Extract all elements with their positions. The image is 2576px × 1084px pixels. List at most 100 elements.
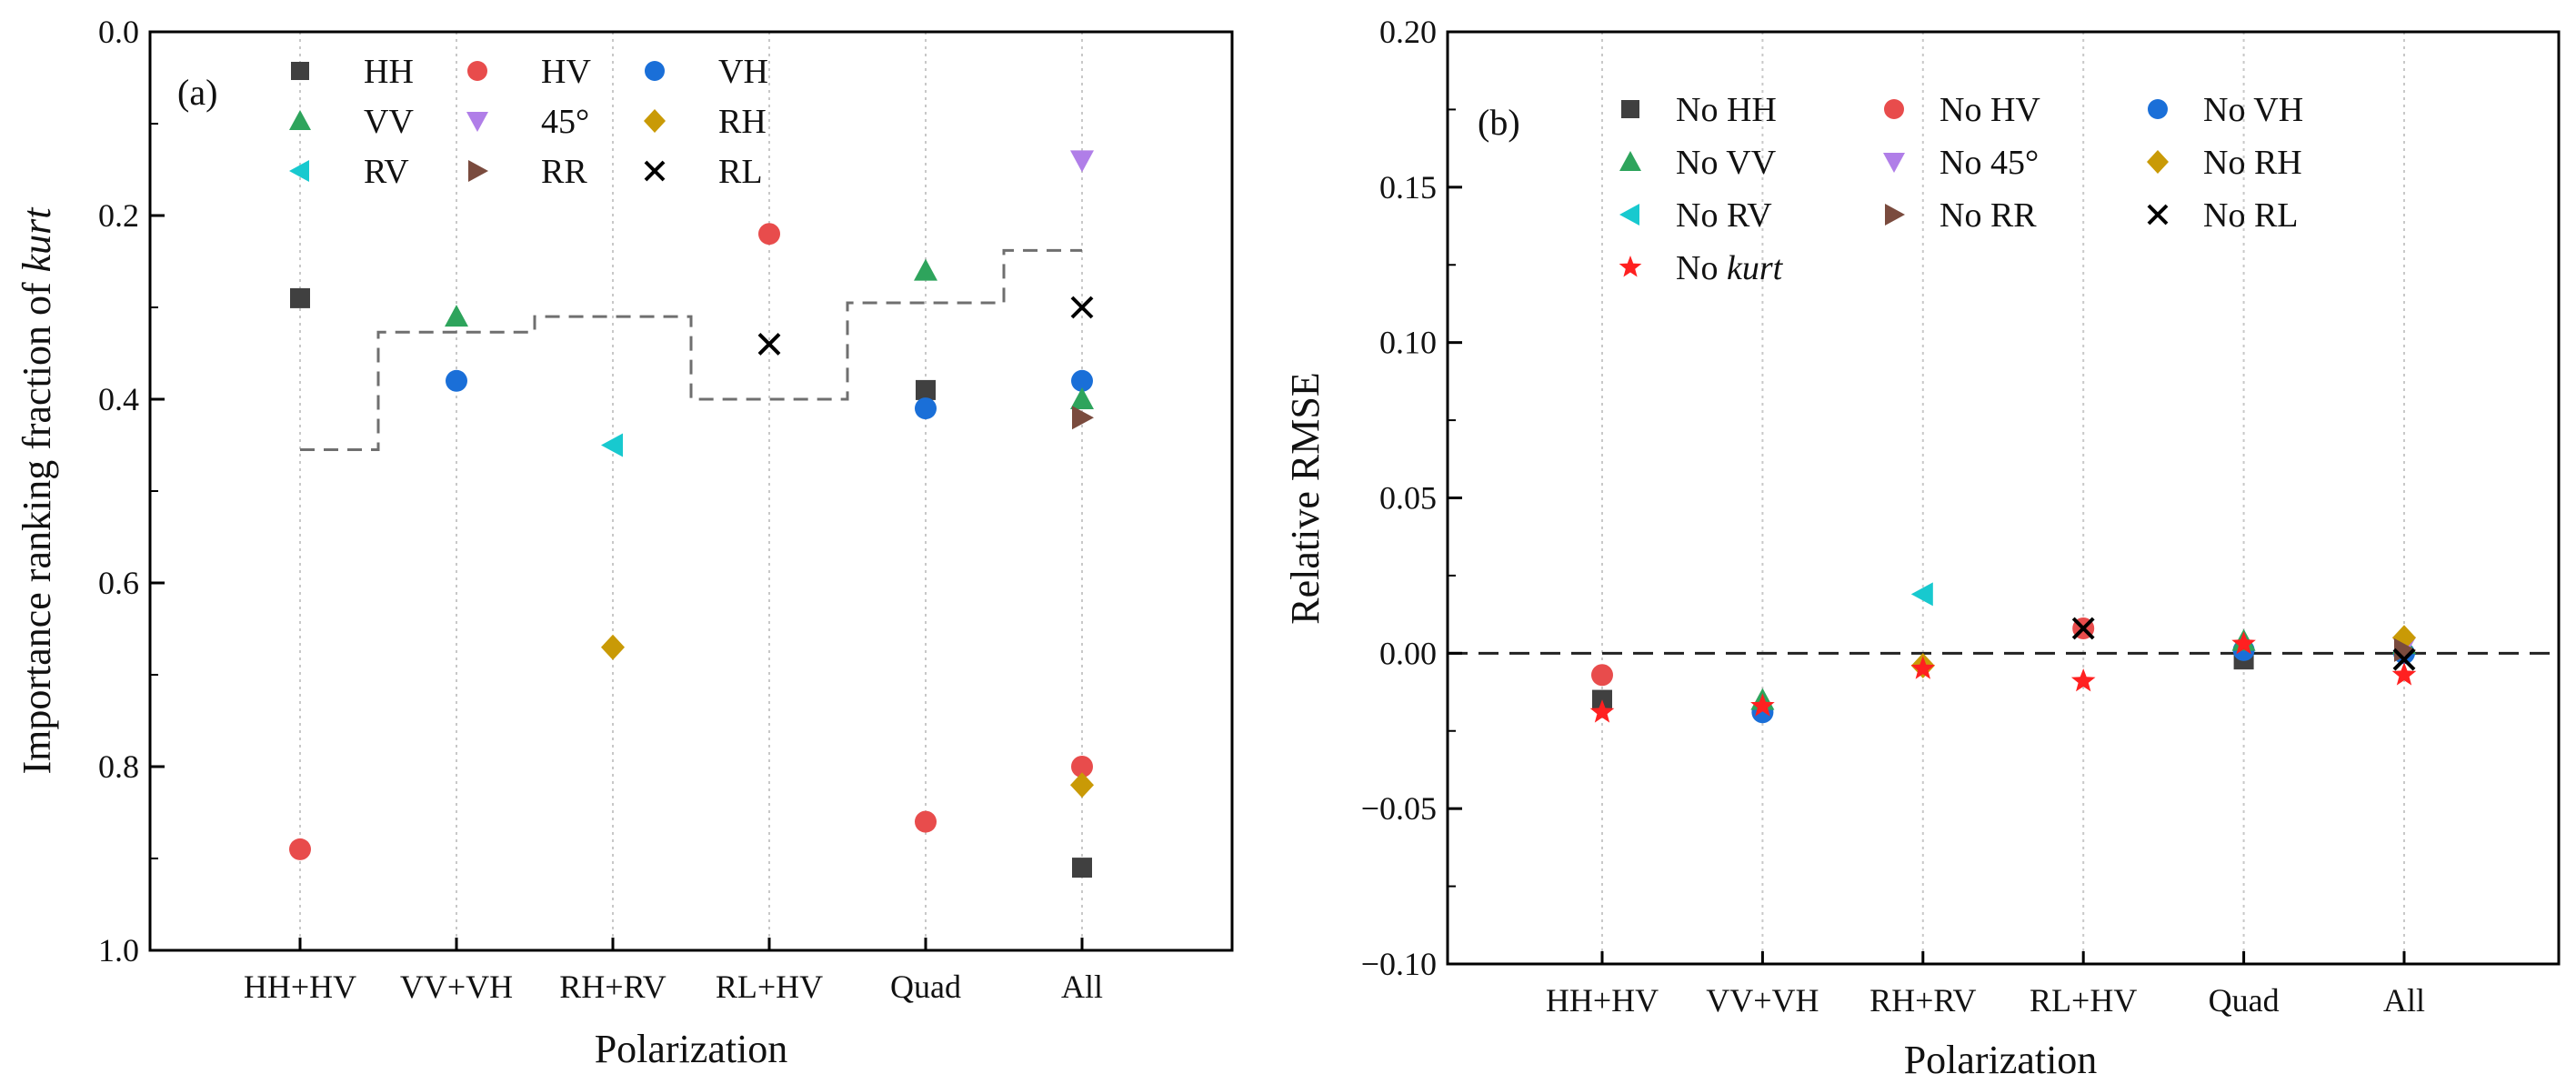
legend-label-RL: RL xyxy=(718,153,763,191)
legend-marker-RV xyxy=(289,160,309,182)
y-tick-label: 0.4 xyxy=(98,381,139,417)
legend-item-RH: No RH xyxy=(2147,144,2302,182)
legend-item-RL: No RL xyxy=(2147,196,2299,235)
legend-item-RV: No RV xyxy=(1619,196,1772,235)
x-tick-label: HH+HV xyxy=(244,969,356,1005)
legend-label-text: 45° xyxy=(541,103,589,141)
x-tick-label: HH+HV xyxy=(1546,982,1659,1019)
x-tick-label: RH+RV xyxy=(559,969,666,1005)
legend-label-text: RV xyxy=(364,153,409,191)
x-tick-label: Quad xyxy=(890,969,961,1005)
point-kurt-VV+VH xyxy=(1750,693,1775,717)
legend-item-RR: RR xyxy=(468,153,587,191)
legend-label-HH: HH xyxy=(364,53,414,91)
panel-a-threshold-step xyxy=(300,248,1082,452)
x-tick-label: RH+RV xyxy=(1869,982,1976,1019)
legend-label-HV: HV xyxy=(541,53,591,91)
legend-label-text: No RV xyxy=(1676,196,1772,235)
y-tick-label: 1.0 xyxy=(98,932,139,969)
panel-b-data-points xyxy=(1589,582,2417,724)
legend-label-RR: No RR xyxy=(1940,196,2037,235)
point-RH-All xyxy=(1070,772,1094,798)
legend-marker-45 xyxy=(1883,153,1905,173)
legend-label-text: RL xyxy=(718,153,763,191)
panel-b-label: (b) xyxy=(1478,102,1520,143)
legend-label-text: No xyxy=(1676,249,1727,287)
legend-marker-VV xyxy=(289,110,311,130)
panel-b-gridlines xyxy=(1601,32,2405,964)
point-kurt-RL+HV xyxy=(2070,668,2096,692)
legend-label-45: 45° xyxy=(541,103,589,141)
legend-item-VH: No VH xyxy=(2148,91,2303,129)
y-tick-label: 0.6 xyxy=(98,565,139,601)
legend-item-RR: No RR xyxy=(1885,196,2037,235)
panel-a-y-axis-label-italic: kurt xyxy=(15,206,59,273)
legend-label-VV: VV xyxy=(364,103,414,141)
legend-item-45: 45° xyxy=(466,103,589,141)
x-tick-label: All xyxy=(2383,982,2425,1019)
panel-a-data-points xyxy=(289,150,1094,878)
point-RR-All xyxy=(1072,406,1094,430)
threshold-step-line xyxy=(300,248,1082,452)
panel-b-x-axis-label: Polarization xyxy=(1904,1038,2098,1082)
legend-marker-VH xyxy=(2148,99,2168,119)
legend-item-RL: RL xyxy=(644,153,763,191)
legend-label-45: No 45° xyxy=(1940,144,2039,182)
legend-label-RV: No RV xyxy=(1676,196,1772,235)
point-VH-Quad xyxy=(915,397,937,420)
point-kurt-HH+HV xyxy=(1589,699,1615,723)
legend-label-text: HH xyxy=(364,53,414,91)
legend-item-HH: No HH xyxy=(1621,91,1777,129)
legend-marker-kurt xyxy=(1619,256,1642,277)
legend-item-VV: VV xyxy=(289,103,414,141)
panel-a-y-axis-label-prefix: Importance ranking fraction of xyxy=(15,272,59,774)
y-tick-label: 0.00 xyxy=(1379,635,1437,671)
panel-b: HH+HV VV+VH RH+RV RL+HV Quad All −0.10 −0.05 0.0… xyxy=(1283,14,2561,1082)
point-HH-Quad xyxy=(916,379,936,400)
legend-item-RV: RV xyxy=(289,153,409,191)
panel-a-plot-frame xyxy=(148,30,1234,952)
legend-item-VH: VH xyxy=(645,53,768,91)
x-tick-label: RL+HV xyxy=(2030,982,2137,1019)
y-tick-label: 0.20 xyxy=(1379,14,1437,50)
x-tick-label: VV+VH xyxy=(400,969,513,1005)
legend-label-RV: RV xyxy=(364,153,409,191)
legend-label-RR: RR xyxy=(541,153,587,191)
legend-marker-RH xyxy=(644,109,666,133)
point-VV-Quad xyxy=(914,258,937,281)
x-tick-label: VV+VH xyxy=(1706,982,1819,1019)
legend-marker-HV xyxy=(467,61,487,81)
point-RH-RH+RV xyxy=(601,634,625,660)
legend-label-kurt: No kurt xyxy=(1676,249,1784,287)
panel-a-legend: HH HV VH VV 45° RH RV RR RL xyxy=(289,53,768,191)
legend-label-text: No HH xyxy=(1676,91,1777,129)
legend-item-HH: HH xyxy=(291,53,414,91)
legend-label-text: No RH xyxy=(2203,144,2302,182)
point-VV-VV+VH xyxy=(445,305,468,327)
panel-a-y-axis-label: Importance ranking fraction of kurt xyxy=(15,206,59,775)
y-tick-label: 0.0 xyxy=(98,14,139,50)
legend-label-text: VV xyxy=(364,103,414,141)
legend-marker-HV xyxy=(1884,99,1904,119)
legend-marker-VH xyxy=(645,61,665,81)
legend-label-RH: No RH xyxy=(2203,144,2302,182)
legend-marker-45 xyxy=(466,112,488,132)
legend-label-text: No VH xyxy=(2203,91,2303,129)
panel-b-legend: No HH No HV No VH No VV No 45° No RH No RV No R… xyxy=(1619,91,2303,287)
legend-label-HV: No HV xyxy=(1940,91,2040,129)
panel-a-label: (a) xyxy=(177,72,217,113)
legend-label-VH: No VH xyxy=(2203,91,2303,129)
x-tick-label: Quad xyxy=(2209,982,2280,1019)
legend-label-VV: No VV xyxy=(1676,144,1777,182)
x-tick-label: RL+HV xyxy=(716,969,823,1005)
y-tick-label: 0.05 xyxy=(1379,480,1437,517)
legend-label-text: VH xyxy=(718,53,768,91)
point-RV-RH+RV xyxy=(601,433,623,457)
point-RL-All xyxy=(1070,296,1094,319)
legend-marker-RR xyxy=(1885,204,1905,226)
point-kurt-Quad xyxy=(2231,631,2256,655)
point-kurt-RH+RV xyxy=(1910,656,1936,679)
point-HH-All xyxy=(1072,858,1092,878)
legend-label-VH: VH xyxy=(718,53,768,91)
legend-marker-RV xyxy=(1619,204,1639,226)
